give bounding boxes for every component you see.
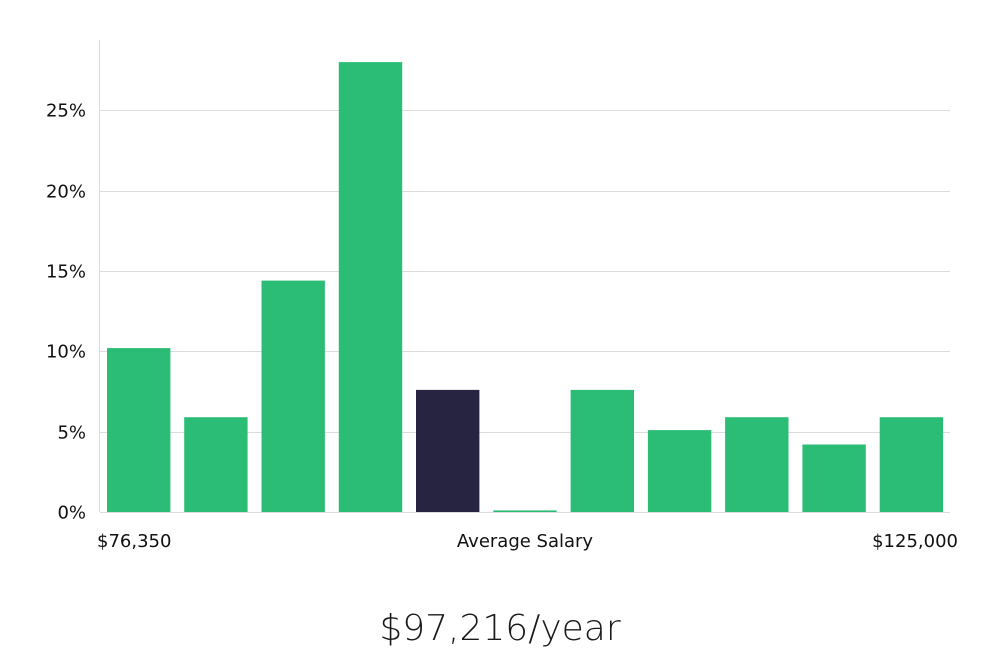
highlighted-bar bbox=[416, 389, 480, 512]
bar bbox=[184, 417, 248, 512]
x-range-max-label: $125,000 bbox=[872, 531, 958, 552]
y-tick-label: 0% bbox=[57, 503, 86, 524]
bar bbox=[647, 430, 712, 512]
y-tick-label: 5% bbox=[57, 423, 86, 444]
y-tick-label: 15% bbox=[46, 262, 86, 283]
bar bbox=[493, 510, 557, 512]
x-axis-label: Average Salary bbox=[457, 531, 594, 552]
bar bbox=[261, 280, 325, 512]
y-axis-tick-labels: 0% 5% 10% 15% 20% 25% bbox=[46, 101, 86, 524]
bar bbox=[879, 417, 944, 512]
histogram-bars bbox=[107, 62, 944, 512]
x-range-min-label: $76,350 bbox=[97, 531, 171, 552]
bar bbox=[107, 348, 171, 512]
bar bbox=[338, 62, 403, 512]
salary-histogram: 0%5%10%15%20%25% $76,350 Average Salary … bbox=[46, 40, 958, 552]
average-salary-value: $97,216/year bbox=[379, 608, 621, 649]
y-tick-label: 20% bbox=[46, 182, 86, 203]
bar bbox=[570, 389, 634, 512]
bar bbox=[725, 417, 789, 512]
y-tick-label: 10% bbox=[46, 342, 86, 363]
bar bbox=[802, 444, 866, 512]
y-tick-label: 25% bbox=[46, 101, 86, 122]
